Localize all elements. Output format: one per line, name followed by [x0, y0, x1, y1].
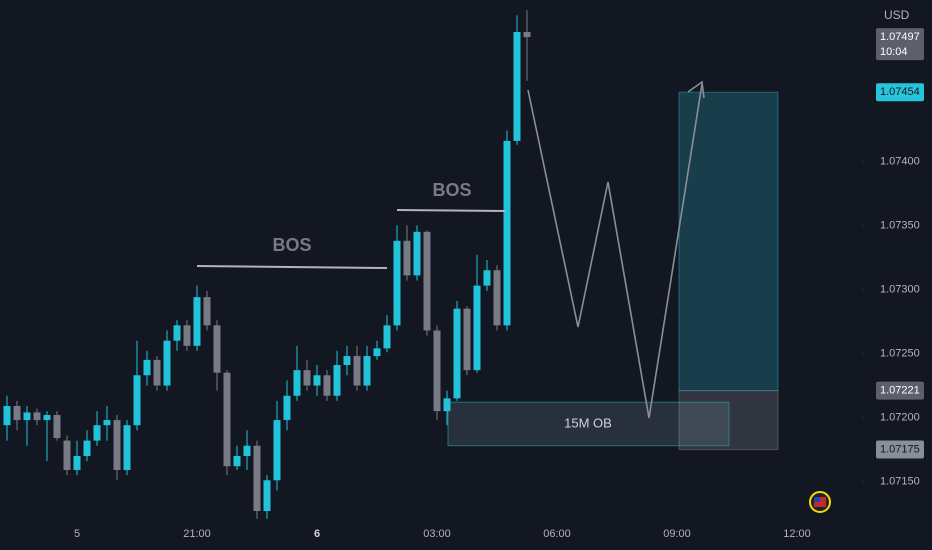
candle-body	[373, 348, 381, 357]
projection-path	[527, 83, 703, 419]
candle-body	[103, 420, 111, 426]
candle-body	[33, 412, 41, 421]
candle-body	[173, 325, 181, 341]
zones: 15M OB	[447, 91, 779, 451]
bos-label: BOS	[272, 235, 311, 255]
countdown-label: 10:04	[880, 46, 908, 58]
stop-price-label: 1.07175	[880, 443, 920, 455]
order-block-label: 15M OB	[564, 415, 612, 430]
candle-body	[473, 285, 481, 371]
candle-body	[273, 420, 281, 481]
bos-line	[196, 265, 388, 269]
candle-body	[93, 425, 101, 441]
candles	[3, 10, 531, 519]
candle-body	[193, 297, 201, 346]
candle-body	[413, 231, 421, 276]
entry-price-label: 1.07221	[880, 385, 920, 397]
candle-body	[513, 32, 521, 141]
x-tick-label: 06:00	[543, 528, 571, 540]
candle-body	[283, 395, 291, 421]
candle-body	[313, 375, 321, 386]
candle-body	[13, 406, 21, 421]
candle-body	[323, 375, 331, 396]
order-block	[447, 401, 730, 447]
candle-body	[403, 240, 411, 276]
x-tick-label: 03:00	[423, 528, 451, 540]
target-zone	[678, 91, 779, 392]
last-price-label: 1.07497	[880, 31, 920, 43]
candle-body	[203, 297, 211, 326]
y-tick-label: 1.07150	[880, 475, 920, 487]
candle-body	[143, 359, 151, 376]
candle-body	[393, 240, 401, 326]
candle-body	[153, 359, 161, 386]
candle-body	[213, 325, 221, 373]
x-tick-label: 5	[74, 528, 80, 540]
y-tick-label: 1.07300	[880, 283, 920, 295]
candle-body	[83, 440, 91, 456]
axis-label: USD	[884, 8, 910, 22]
target-price-box	[876, 83, 924, 102]
candle-body	[303, 370, 311, 386]
bos-label: BOS	[432, 180, 471, 200]
x-tick-label: 12:00	[783, 528, 811, 540]
target-price-label: 1.07454	[880, 86, 920, 98]
x-tick-label: 09:00	[663, 528, 691, 540]
candle-body	[383, 325, 391, 349]
candle-body	[23, 412, 31, 421]
candle-body	[343, 356, 351, 366]
x-tick-label: 21:00	[183, 528, 211, 540]
y-tick-label: 1.07400	[880, 155, 920, 167]
candle-body	[123, 425, 131, 471]
flag-icon-canton	[814, 497, 820, 502]
candle-body	[3, 406, 11, 426]
candle-body	[453, 308, 461, 399]
x-tick-label: 6	[314, 528, 320, 540]
candle-body	[503, 140, 511, 326]
candle-body	[63, 440, 71, 471]
candle-body	[133, 375, 141, 426]
candle-body	[53, 414, 61, 439]
candle-body	[263, 480, 271, 512]
bos-line	[396, 209, 506, 212]
projection-arrow	[687, 80, 705, 99]
candle-body	[333, 365, 341, 396]
candle-body	[523, 32, 531, 38]
last-price-box	[876, 28, 924, 61]
candle-body	[293, 370, 301, 396]
candle-body	[443, 398, 451, 412]
y-tick-label: 1.07250	[880, 347, 920, 359]
y-tick-label: 1.07350	[880, 219, 920, 231]
candle-body	[483, 270, 491, 286]
candle-body	[353, 356, 361, 386]
candle-body	[183, 325, 191, 346]
candle-body	[243, 445, 251, 456]
candle-body	[73, 455, 81, 471]
candle-body	[233, 455, 241, 467]
stop-price-box	[876, 440, 924, 459]
candle-body	[363, 356, 371, 386]
candle-body	[433, 330, 441, 412]
candle-body	[253, 445, 261, 512]
y-tick-label: 1.07200	[880, 411, 920, 423]
candle-body	[113, 420, 121, 471]
candle-body	[163, 340, 171, 386]
candle-body	[43, 414, 51, 421]
candle-body	[463, 308, 471, 371]
candle-body	[423, 231, 431, 331]
price-axis: 1.07400 1.07350 1.07300 1.07250 1.07200 1.071…	[74, 28, 924, 540]
entry-price-box	[876, 381, 924, 400]
candle-body	[223, 372, 231, 467]
candle-body	[493, 270, 501, 326]
